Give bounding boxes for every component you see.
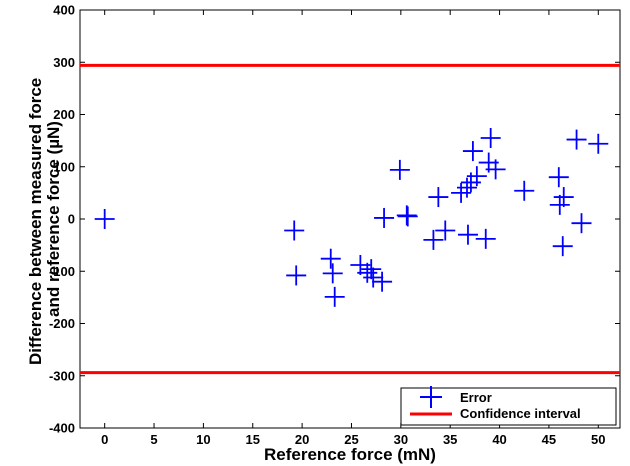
x-tick-label: 0 xyxy=(101,432,108,447)
error-marker xyxy=(475,228,496,249)
y-tick-label: -200 xyxy=(49,316,75,331)
x-axis-ticks: 0 5 10 15 20 25 30 35 40 45 50 xyxy=(101,10,606,447)
x-tick-label: 45 xyxy=(542,432,556,447)
error-marker xyxy=(94,209,115,229)
error-marker xyxy=(286,265,307,286)
y-tick-label: 300 xyxy=(53,55,75,70)
y-tick-label: 200 xyxy=(53,107,75,122)
error-marker xyxy=(457,224,478,245)
x-tick-label: 30 xyxy=(394,432,408,447)
y-tick-label: 0 xyxy=(68,212,75,227)
error-marker xyxy=(552,236,573,257)
legend-box xyxy=(400,387,617,426)
y-tick-label: 400 xyxy=(53,3,75,18)
error-marker xyxy=(435,220,456,241)
error-marker xyxy=(571,213,592,234)
error-marker xyxy=(549,194,570,215)
legend-ci-label: Confidence interval xyxy=(460,406,581,421)
x-tick-label: 10 xyxy=(196,432,210,447)
y-tick-label: 100 xyxy=(53,159,75,174)
plot-area xyxy=(79,9,621,429)
x-tick-label: 15 xyxy=(246,432,260,447)
y-tick-label: -300 xyxy=(49,368,75,383)
error-marker xyxy=(324,286,345,307)
y-axis-ticks: -400 -300 -200 -100 0 100 200 300 400 xyxy=(49,3,620,436)
error-marker xyxy=(363,267,384,288)
error-marker xyxy=(485,159,506,180)
confidence-interval-lines xyxy=(80,63,620,375)
error-marker xyxy=(361,259,382,280)
error-marker xyxy=(566,129,587,150)
x-tick-label: 20 xyxy=(295,432,309,447)
legend-error-label: Error xyxy=(460,390,492,405)
error-marker xyxy=(548,167,569,188)
error-marker xyxy=(397,206,418,227)
y-axis-title-line-1: Difference between measured force xyxy=(26,78,45,365)
y-axis-title-line-2: and reference force (µN) xyxy=(44,121,63,317)
error-marker xyxy=(320,248,341,269)
error-marker xyxy=(389,159,410,180)
x-axis-title: Reference force (mN) xyxy=(264,445,436,464)
legend-error-marker xyxy=(420,386,442,408)
error-marker xyxy=(396,205,417,226)
error-marker xyxy=(466,166,487,187)
legend: Error Confidence interval xyxy=(400,386,617,426)
error-marker xyxy=(284,220,305,241)
error-marker xyxy=(553,187,574,208)
x-tick-label: 5 xyxy=(150,432,157,447)
error-marker xyxy=(514,180,535,201)
error-markers xyxy=(94,128,609,307)
x-tick-label: 40 xyxy=(492,432,506,447)
error-marker xyxy=(456,177,477,198)
x-tick-label: 25 xyxy=(344,432,358,447)
error-marker xyxy=(588,133,609,154)
error-marker xyxy=(428,187,449,208)
y-tick-label: -100 xyxy=(49,264,75,279)
error-marker xyxy=(372,271,393,292)
error-marker xyxy=(423,229,444,250)
error-marker xyxy=(374,207,395,228)
y-tick-label: -400 xyxy=(49,421,75,436)
y-axis-title: Difference between measured force and re… xyxy=(26,73,63,365)
error-marker xyxy=(480,128,501,149)
error-marker xyxy=(462,141,483,162)
x-tick-label: 35 xyxy=(443,432,457,447)
error-marker xyxy=(322,263,343,284)
x-tick-label: 50 xyxy=(591,432,605,447)
